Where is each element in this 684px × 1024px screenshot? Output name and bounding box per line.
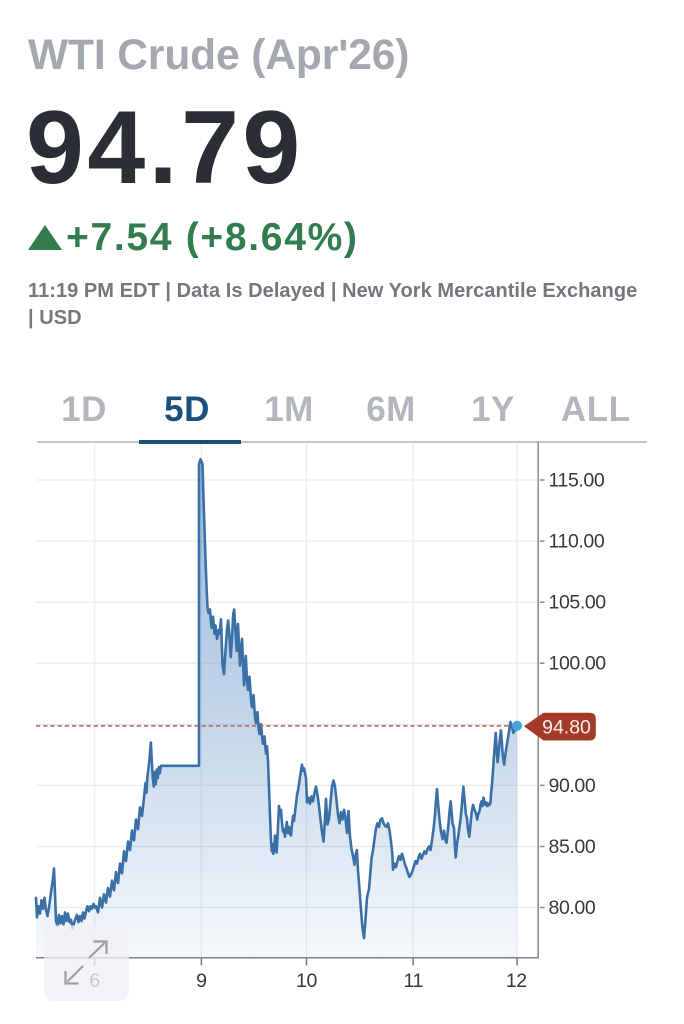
svg-text:110.00: 110.00 <box>549 531 605 553</box>
svg-text:115.00: 115.00 <box>549 470 605 492</box>
svg-text:12: 12 <box>506 970 527 992</box>
svg-text:105.00: 105.00 <box>549 592 607 614</box>
svg-text:85.00: 85.00 <box>549 836 596 858</box>
svg-text:10: 10 <box>296 970 317 992</box>
svg-text:11: 11 <box>403 970 422 992</box>
svg-text:9: 9 <box>196 970 206 992</box>
svg-text:94.80: 94.80 <box>542 717 591 739</box>
svg-text:100.00: 100.00 <box>549 653 607 675</box>
svg-text:90.00: 90.00 <box>549 775 596 797</box>
svg-text:80.00: 80.00 <box>549 897 596 919</box>
